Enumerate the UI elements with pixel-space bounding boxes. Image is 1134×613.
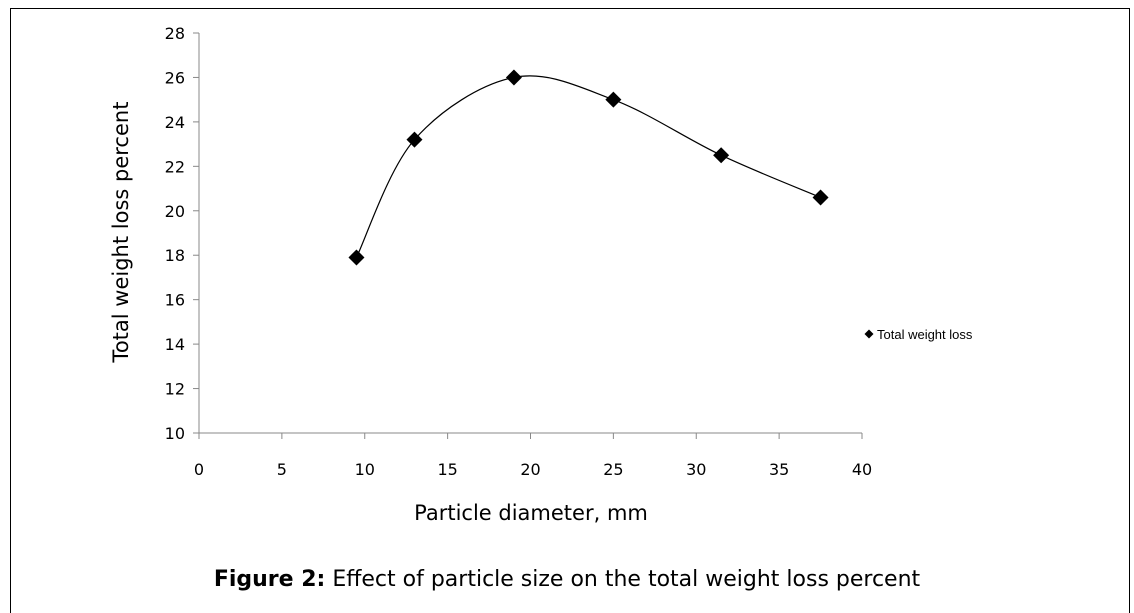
data-point (713, 147, 730, 164)
series-curve (355, 75, 821, 258)
y-tick-label: 10 (165, 424, 185, 443)
data-point (605, 91, 622, 108)
x-tick-label: 0 (194, 460, 204, 479)
x-tick-label: 25 (603, 460, 623, 479)
y-tick-label: 26 (165, 68, 185, 87)
chart-marks (348, 69, 829, 266)
y-tick-label: 16 (165, 291, 185, 310)
x-tick-label: 20 (520, 460, 540, 479)
x-tick-label: 15 (437, 460, 457, 479)
data-point (505, 69, 522, 86)
y-tick-label: 20 (165, 202, 185, 221)
data-point (406, 131, 423, 148)
legend: Total weight loss (864, 327, 973, 342)
caption-text: Effect of particle size on the total wei… (332, 567, 921, 592)
caption-label: Figure 2: (213, 567, 326, 592)
curve-layer (355, 75, 821, 258)
y-tick-label: 12 (165, 380, 185, 399)
y-tick-label: 14 (165, 335, 185, 354)
x-tick-label: 40 (852, 460, 872, 479)
legend-label: Total weight loss (877, 327, 973, 342)
x-tick-label: 35 (769, 460, 789, 479)
legend-marker (864, 329, 874, 339)
x-tick-label: 10 (355, 460, 375, 479)
figure-caption: Figure 2: Effect of particle size on the… (0, 567, 1134, 592)
data-point (812, 189, 829, 206)
chart: 10 12 14 16 18 20 22 24 26 28 0 5 10 15 20 25 30 35 40 Tot… (109, 24, 973, 525)
x-tick-label: 30 (686, 460, 706, 479)
y-tick-label: 22 (165, 157, 185, 176)
x-axis-label: Particle diameter, mm (414, 501, 648, 525)
chart-axes: 10 12 14 16 18 20 22 24 26 28 0 5 10 15 20 25 30 35 40 (165, 24, 873, 479)
data-point (348, 249, 365, 266)
x-tick-label: 5 (277, 460, 287, 479)
y-tick-label: 18 (165, 246, 185, 265)
y-tick-label: 28 (165, 24, 185, 43)
figure-frame (10, 8, 1130, 613)
y-axis-label: Total weight loss percent (109, 102, 133, 364)
y-tick-label: 24 (165, 113, 185, 132)
